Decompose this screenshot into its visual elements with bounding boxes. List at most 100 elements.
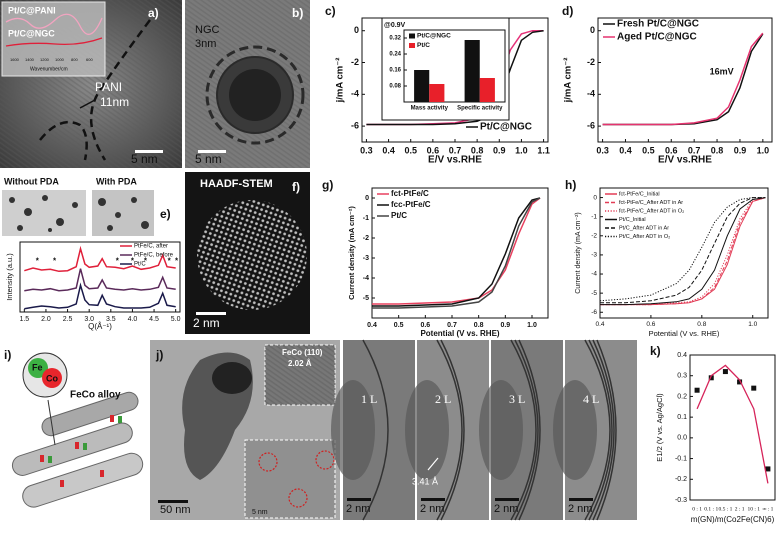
- panel-label: j): [155, 348, 163, 362]
- y-tick-label: 0.32: [389, 36, 401, 42]
- y-axis-label: Current density (mA cm⁻²): [575, 212, 582, 294]
- inset-tick: 1600: [10, 57, 20, 62]
- x-tick-label: 0.8: [697, 321, 706, 328]
- series-line: [24, 282, 176, 310]
- graphene-layer: [584, 339, 611, 521]
- annotation: *: [175, 256, 179, 265]
- scale-bar: [158, 500, 188, 503]
- bar: [464, 40, 480, 102]
- image-label: With PDA: [96, 176, 137, 186]
- graphene-layer: [514, 339, 539, 521]
- scale-bar: [495, 498, 519, 501]
- x-tick-label: 4.5: [149, 316, 159, 323]
- hr-texture: [265, 345, 335, 405]
- scale-label: 2 nm: [346, 503, 370, 515]
- y-axis-label: j/mA cm⁻²: [563, 58, 574, 104]
- inset-legend: Pt/C@PANI: [8, 5, 56, 15]
- layer-panels: 1 L 2 nm 2 L 2 nm 3 L 2 nm 4 L 2 nm 3.41 Å: [331, 339, 637, 521]
- y-tick-label: -4: [363, 275, 369, 282]
- particle: [212, 362, 252, 394]
- legend-label: Pt/C_Initial: [619, 217, 646, 223]
- category-label: Mass activity: [411, 106, 449, 112]
- panel-j: j) FeCo (110) 2.02 Å 50 nm 5 nm: [150, 340, 340, 520]
- lattice-label: FeCo (110): [282, 348, 323, 357]
- particle-rings: [258, 450, 335, 508]
- shell: [205, 45, 305, 145]
- x-tick-label: 1.0: [527, 322, 537, 329]
- x-tick-label: 1.1: [537, 145, 550, 155]
- inset-tick: 1400: [25, 57, 35, 62]
- inset-tick: 1200: [40, 57, 50, 62]
- particle: [331, 380, 375, 480]
- x-tick-label: 2.0: [41, 316, 51, 323]
- layer-label: 3 L: [509, 392, 525, 406]
- x-tick-label: 0.7: [447, 322, 457, 329]
- x-tick-label: 1.5: [19, 316, 29, 323]
- x-axis-label: Potential (V vs. RHE): [420, 329, 499, 338]
- series-line: [600, 197, 766, 306]
- particle: [553, 380, 597, 480]
- y-tick-label: -5: [591, 290, 597, 297]
- category-label: 0 : 1: [692, 506, 702, 512]
- panel-label: e): [160, 207, 171, 221]
- inset-background: [381, 17, 510, 121]
- legend-label: fcc-PtFe/C: [391, 200, 431, 209]
- panel-label: f): [292, 180, 300, 194]
- annotation: PANI: [95, 80, 122, 94]
- lattice-spacing: 2.02 Å: [288, 359, 312, 368]
- series-line: [599, 197, 766, 302]
- scale-label: 2 nm: [420, 503, 444, 515]
- x-tick-label: 0.7: [688, 145, 701, 155]
- x-tick-label: 0.9: [493, 145, 506, 155]
- y-tick-label: -6: [587, 120, 595, 130]
- panel-label: b): [292, 6, 303, 20]
- legend-label: Pt/C: [134, 262, 146, 268]
- y-tick-label: -6: [351, 120, 359, 130]
- panel-i: i) Fe Co FeCo alloy: [4, 348, 144, 508]
- y-tick-label: -5: [363, 295, 369, 302]
- y-tick-label: 0: [354, 25, 359, 35]
- graphene-layer: [362, 339, 389, 521]
- ir-curve: [5, 13, 103, 35]
- element-label: Fe: [32, 362, 43, 372]
- scale-bar: [135, 150, 163, 153]
- legend-label: Aged Pt/C@NGC: [617, 32, 697, 43]
- series-line: [24, 268, 176, 292]
- y-tick-label: 0.24: [389, 52, 401, 58]
- legend-label: fct-PtFe/C: [391, 189, 429, 198]
- legend-label: fct-PtFe/C_Initial: [619, 191, 660, 197]
- x-axis-label: E/V vs.RHE: [658, 155, 712, 166]
- y-tick-label: -3: [363, 255, 369, 262]
- image-title: HAADF-STEM: [200, 178, 273, 190]
- chart: 0 -2 -4 -6 0.3 0.4 0.5 0.6 0.7 0.8 0.9 1.0 E/V vs.RH…: [562, 4, 773, 166]
- category-label: 0.5 : 1: [718, 506, 732, 512]
- x-tick-label: 0.9: [500, 322, 510, 329]
- fe-atom: [28, 358, 48, 378]
- x-tick-label: 0.4: [367, 322, 377, 329]
- plot-frame: [19, 241, 181, 313]
- chart: 0 -1 -2 -3 -4 -5 -6 0.4 0.6 0.8 1.0 Potential (V vs…: [565, 178, 769, 338]
- annotation: *: [116, 256, 120, 265]
- x-tick-label: 1.0: [515, 145, 528, 155]
- plot-frame: [599, 187, 769, 319]
- x-tick-label: 0.6: [646, 321, 655, 328]
- y-tick-label: -0.1: [675, 455, 687, 462]
- legend-label: fct-PtFe/C_After ADT in O₂: [619, 208, 684, 214]
- x-tick-label: 5.0: [171, 316, 181, 323]
- legend-label: Pt/C: [417, 42, 430, 49]
- panel-label: h): [565, 178, 576, 192]
- layer-label: 1 L: [361, 392, 377, 406]
- legend-label: Fresh Pt/C@NGC: [617, 19, 699, 30]
- panel-label: c): [325, 4, 336, 18]
- y-tick-label: 0: [365, 195, 369, 202]
- y-tick-label: -2: [363, 235, 369, 242]
- y-tick-label: -4: [351, 89, 359, 99]
- panel-e: Without PDA With PDA e): [2, 176, 171, 236]
- scale-label: 5 nm: [252, 509, 268, 516]
- graphene-layer: [440, 339, 465, 521]
- series-line: [602, 33, 764, 126]
- series-line: [372, 197, 541, 307]
- inset-axis-label: Wavenumber/cm: [30, 66, 68, 72]
- legend-swatch: [409, 33, 415, 39]
- scale-bar: [198, 150, 226, 153]
